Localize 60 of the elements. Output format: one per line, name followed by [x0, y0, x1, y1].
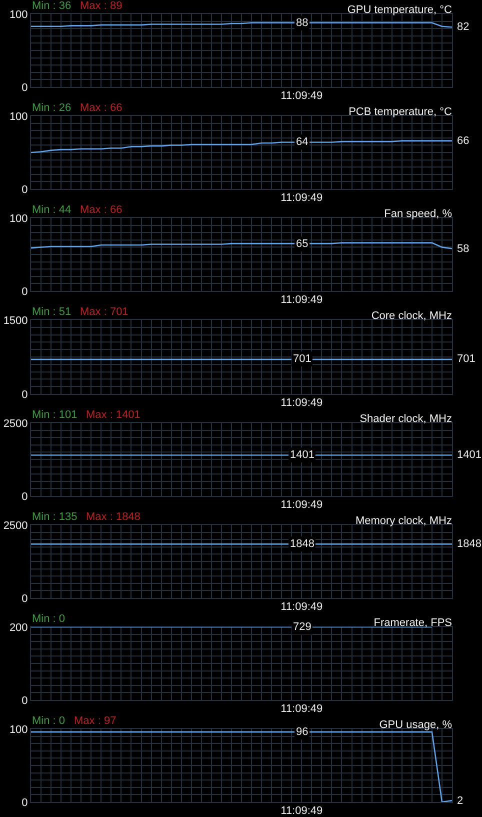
data-label: 66	[457, 135, 470, 147]
y-tick-label: 100	[9, 724, 28, 736]
y-tick-label: 100	[9, 212, 28, 225]
text: Min : 0	[32, 613, 66, 625]
x-tick-label: 11:09:49	[280, 703, 323, 716]
data-label: 64	[296, 136, 308, 148]
data-label: 88	[296, 17, 308, 29]
data-label: 1848	[457, 538, 482, 550]
data-label: 1401	[457, 449, 482, 461]
text: Max : 1848	[86, 511, 140, 523]
x-tick-label: 11:09:49	[280, 294, 323, 306]
data-label: 82	[457, 21, 470, 33]
text: Min : 101	[32, 409, 78, 421]
y-tick-label: 0	[22, 490, 28, 503]
x-tick-label: 11:09:49	[280, 601, 323, 614]
data-label: 58	[457, 243, 470, 255]
text: Min : 51	[32, 306, 72, 318]
chart-title: PCB temperature, °C	[348, 106, 452, 118]
y-tick-label: 0	[22, 796, 28, 809]
chart-title: GPU usage, %	[379, 719, 452, 731]
x-tick-label: 11:09:49	[280, 90, 323, 102]
data-label: 2	[457, 795, 464, 807]
y-tick-label: 0	[22, 694, 28, 707]
y-tick-label: 2500	[3, 520, 28, 532]
data-label: 96	[296, 726, 308, 738]
y-tick-label: 0	[22, 184, 28, 196]
chart-title: Fan speed, %	[384, 208, 452, 220]
text: Max : 701	[80, 306, 128, 318]
chart-title: GPU temperature, °C	[347, 4, 452, 16]
x-tick-label: 11:09:49	[280, 499, 323, 512]
chart-title: Framerate, FPS	[374, 617, 452, 629]
text: Max : 89	[80, 0, 122, 12]
chart-title: Shader clock, MHz	[360, 413, 452, 425]
text: Max : 97	[74, 715, 116, 727]
y-tick-label: 0	[22, 592, 28, 605]
y-tick-label: 0	[22, 388, 28, 401]
text: Min : 135	[32, 511, 78, 523]
text: Max : 66	[80, 102, 122, 114]
y-tick-label: 1500	[3, 314, 28, 327]
data-label: 701	[457, 353, 476, 365]
text: Min : 36	[32, 0, 72, 12]
chart-title: Memory clock, MHz	[355, 515, 452, 527]
y-tick-label: 200	[9, 622, 28, 634]
text: Min : 26	[32, 102, 72, 114]
annotation: 729	[293, 621, 312, 633]
text: Min : 0	[32, 715, 66, 727]
x-tick-label: 11:09:49	[280, 192, 323, 204]
y-tick-label: 2500	[3, 418, 28, 430]
data-label: 701	[293, 353, 312, 365]
x-tick-label: 11:09:49	[280, 397, 323, 410]
y-tick-label: 100	[9, 110, 28, 123]
text: Min : 44	[32, 204, 72, 216]
chart-title: Core clock, MHz	[371, 310, 452, 322]
y-tick-label: 0	[22, 286, 28, 298]
x-tick-label: 11:09:49	[280, 805, 323, 817]
text: Max : 1401	[86, 409, 140, 421]
y-tick-label: 100	[9, 8, 28, 21]
text: Max : 66	[80, 204, 122, 216]
y-tick-label: 0	[22, 82, 28, 94]
data-label: 65	[296, 238, 308, 250]
